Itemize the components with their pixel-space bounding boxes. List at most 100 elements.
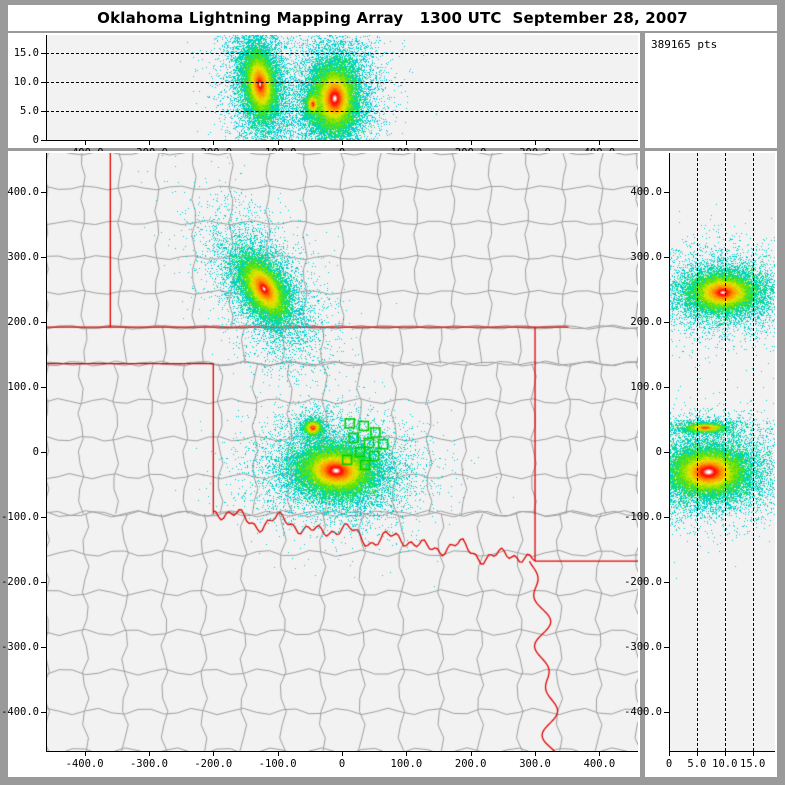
- y-tick-label: -100.0: [1, 511, 39, 523]
- point-count-label: 389165 pts: [651, 38, 718, 51]
- y-tick-label: 200.0: [7, 316, 39, 328]
- y-tick: [664, 582, 669, 583]
- x-tick-label: -100.0: [258, 758, 297, 770]
- y-tick-label: -200.0: [1, 576, 39, 588]
- north-south-vs-altitude-panel: 0 5.0 10.0 15.0 -400.0 -300.0 -200.0 -100.0 0 100…: [624, 151, 777, 777]
- y-tick: [41, 110, 46, 112]
- y-tick: [41, 387, 46, 388]
- y-tick-label: 100.0: [630, 381, 662, 393]
- title-bar: Oklahoma Lightning Mapping Array 1300 UT…: [8, 5, 777, 31]
- x-tick: [277, 140, 279, 145]
- x-tick: [406, 751, 408, 756]
- y-tick-label: 0: [655, 446, 662, 458]
- y-tick: [41, 257, 46, 258]
- y-tick-label: 400.0: [630, 186, 662, 198]
- x-tick: [342, 140, 343, 145]
- right-plot-area[interactable]: [669, 153, 775, 751]
- y-axis-line: [46, 153, 47, 751]
- y-tick: [41, 140, 46, 141]
- x-tick-label: -200.0: [194, 758, 233, 770]
- y-tick-label: -400.0: [1, 706, 39, 718]
- x-tick: [669, 751, 670, 756]
- gridline: [46, 110, 638, 112]
- x-tick: [752, 751, 754, 756]
- altitude-vs-east-west-panel: -400.0-300.0-200.0-100.00100.0200.0300.0…: [8, 33, 640, 159]
- page-title: Oklahoma Lightning Mapping Array 1300 UT…: [97, 9, 688, 27]
- x-tick: [84, 751, 86, 756]
- x-tick: [535, 751, 537, 756]
- y-tick: [41, 452, 46, 453]
- x-tick: [342, 751, 343, 756]
- y-tick-label: 10.0: [13, 75, 39, 88]
- x-tick: [213, 140, 215, 145]
- point-count-panel: 389165 pts: [645, 33, 777, 148]
- x-tick-label: 200.0: [454, 758, 487, 770]
- y-tick: [664, 387, 669, 388]
- y-tick: [41, 517, 46, 518]
- x-tick: [599, 751, 601, 756]
- x-tick: [599, 140, 601, 145]
- map-plot-area[interactable]: [46, 153, 638, 751]
- y-tick: [664, 257, 669, 258]
- x-tick: [213, 751, 215, 756]
- y-tick-label: 5.0: [20, 104, 39, 117]
- y-tick-label: 200.0: [630, 316, 662, 328]
- y-tick-label: 400.0: [7, 186, 39, 198]
- station-markers-canvas: [46, 153, 638, 751]
- y-tick: [41, 712, 46, 713]
- x-tick-label: 15.0: [740, 758, 766, 770]
- y-tick-label: 300.0: [7, 251, 39, 263]
- y-tick: [664, 322, 669, 323]
- x-tick: [470, 140, 472, 145]
- x-tick: [277, 751, 279, 756]
- y-tick-label: 0: [32, 134, 39, 146]
- x-tick: [406, 140, 408, 145]
- y-tick-label: -300.0: [1, 641, 39, 653]
- y-tick-label: -300.0: [624, 641, 662, 653]
- x-tick-label: 10.0: [712, 758, 738, 770]
- y-tick: [41, 81, 46, 83]
- x-tick-label: 0: [665, 758, 673, 770]
- x-tick: [696, 751, 698, 756]
- x-tick: [148, 140, 150, 145]
- top-scatter-canvas: [46, 35, 638, 140]
- y-tick-label: -100.0: [624, 511, 662, 523]
- gridline: [724, 153, 726, 751]
- gridline: [46, 81, 638, 83]
- x-tick: [724, 751, 726, 756]
- plan-view-map-panel: -400.0 -300.0 -200.0 -100.0 0 100.0 200.0 300.0…: [1, 151, 640, 777]
- x-tick-label: 300.0: [519, 758, 551, 770]
- y-axis-line: [46, 35, 47, 140]
- y-tick: [41, 322, 46, 323]
- y-tick: [664, 647, 669, 648]
- y-tick: [664, 517, 669, 518]
- x-tick-label: 5.0: [687, 758, 707, 770]
- y-tick: [41, 582, 46, 583]
- y-tick: [664, 452, 669, 453]
- y-axis-line: [669, 153, 670, 751]
- x-tick: [148, 751, 150, 756]
- x-tick-label: 0: [338, 758, 346, 770]
- x-axis-line: [669, 751, 775, 752]
- gridline: [46, 52, 638, 54]
- y-tick-label: 15.0: [13, 46, 39, 59]
- x-tick-label: -400.0: [65, 758, 104, 770]
- y-tick: [664, 712, 669, 713]
- gridline: [752, 153, 754, 751]
- y-tick-label: 100.0: [7, 381, 39, 393]
- x-tick-label: -300.0: [129, 758, 168, 770]
- x-tick: [470, 751, 472, 756]
- x-tick-label: 400.0: [583, 758, 616, 770]
- y-tick: [664, 192, 669, 193]
- x-tick-label: 100.0: [390, 758, 423, 770]
- right-scatter-canvas: [669, 153, 775, 751]
- y-tick: [41, 52, 46, 54]
- y-tick: [41, 647, 46, 648]
- y-tick: [41, 192, 46, 193]
- top-plot-area[interactable]: [46, 35, 638, 140]
- y-tick-label: 0: [32, 446, 39, 458]
- y-tick-label: 300.0: [630, 251, 662, 263]
- y-tick-label: -400.0: [624, 706, 662, 718]
- gridline: [696, 153, 698, 751]
